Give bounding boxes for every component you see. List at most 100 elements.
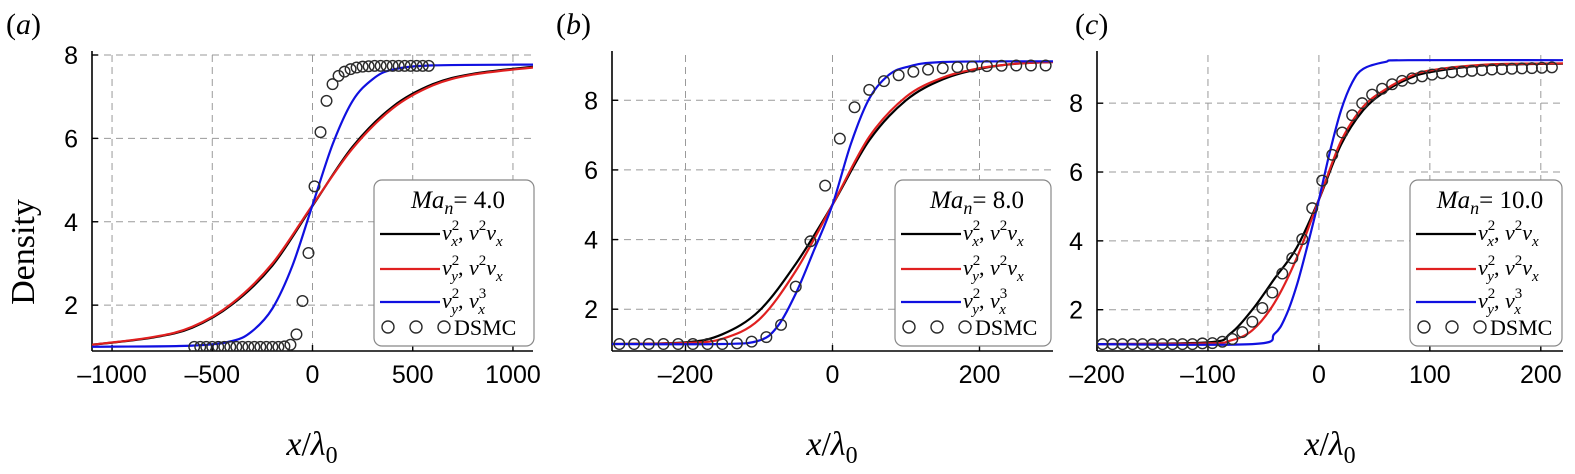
dsmc-point	[980, 60, 993, 73]
x-axis-label: x/λ0	[805, 426, 857, 469]
legend-entry-dsmc: DSMC	[975, 315, 1037, 340]
dsmc-point	[1366, 88, 1379, 101]
panel-label: (a)	[6, 8, 41, 41]
dsmc-point	[290, 328, 303, 341]
dsmc-point	[302, 247, 315, 260]
dsmc-point	[922, 63, 935, 76]
dsmc-point	[628, 338, 641, 351]
dsmc-point	[314, 126, 327, 139]
dsmc-point	[995, 59, 1008, 72]
legend-title: Man= 8.0	[929, 187, 1024, 218]
dsmc-point	[362, 60, 375, 73]
dsmc-point	[344, 63, 357, 76]
dsmc-point	[1296, 233, 1309, 246]
x-tick-label: –200	[658, 361, 714, 389]
dsmc-point	[804, 235, 817, 248]
dsmc-point	[966, 60, 979, 73]
legend-box	[373, 179, 535, 347]
legend-entry: v2 y, v3 x	[442, 286, 486, 318]
legend-dsmc-marker	[381, 320, 395, 334]
dsmc-point	[326, 78, 339, 91]
legend-dsmc-marker	[1445, 320, 1459, 334]
panel-c: (c) –200 –100 0 100 200 2 4 6 8 x/λ0 Man= 10.0v2 x, …	[1069, 8, 1563, 469]
x-tick-label: 200	[959, 361, 1001, 389]
dsmc-point	[1276, 267, 1289, 280]
series-line-red	[612, 60, 1053, 346]
dsmc-point	[1356, 97, 1369, 110]
dsmc-markers	[1097, 61, 1558, 351]
legend-entry: v2 y, v3 x	[1478, 286, 1522, 318]
dsmc-point	[1346, 109, 1359, 122]
legend-dsmc-marker	[1417, 320, 1431, 334]
series-line-blue	[612, 60, 1053, 346]
dsmc-point	[284, 338, 297, 351]
dsmc-point	[248, 340, 261, 351]
dsmc-point	[848, 101, 861, 114]
dsmc-point	[308, 180, 321, 193]
dsmc-point	[368, 59, 381, 72]
legend-box	[894, 179, 1052, 347]
y-tick-label: 4	[584, 227, 598, 255]
dsmc-point	[936, 62, 949, 75]
x-tick-label: 0	[306, 361, 320, 389]
x-tick-label: 100	[1409, 361, 1451, 389]
y-tick-label: 2	[584, 296, 598, 324]
legend-dsmc-marker	[902, 320, 916, 334]
dsmc-point	[410, 59, 423, 72]
dsmc-point	[1316, 174, 1329, 187]
dsmc-point	[833, 132, 846, 145]
dsmc-point	[374, 59, 387, 72]
dsmc-point	[1336, 126, 1349, 139]
x-tick-label: –200	[1069, 361, 1125, 389]
dsmc-point	[236, 340, 249, 351]
dsmc-point	[242, 340, 255, 351]
dsmc-point	[613, 338, 626, 351]
dsmc-point	[951, 61, 964, 74]
y-tick-label: 4	[1069, 228, 1083, 256]
legend-box	[1409, 179, 1563, 347]
dsmc-markers	[188, 59, 435, 351]
x-axis-label: x/λ0	[285, 426, 337, 469]
y-tick-label: 8	[1069, 90, 1083, 118]
dsmc-point	[380, 59, 393, 72]
dsmc-markers	[613, 59, 1052, 351]
dsmc-point	[218, 340, 231, 351]
legend-entry: v2 y, v2vx	[963, 253, 1024, 285]
legend-swatch-dsmc	[1417, 320, 1487, 334]
dsmc-point	[278, 340, 291, 351]
plot-area	[1097, 58, 1563, 351]
dsmc-point	[657, 338, 670, 351]
dsmc-point	[1376, 82, 1389, 95]
dsmc-point	[1256, 301, 1269, 314]
y-axis-label: Density	[5, 199, 42, 305]
dsmc-point	[392, 59, 405, 72]
plot-area	[612, 59, 1053, 351]
dsmc-point	[1236, 326, 1249, 339]
dsmc-point	[760, 331, 773, 344]
legend-dsmc-marker	[1473, 320, 1487, 334]
dsmc-point	[686, 338, 699, 351]
legend-entry: v2 y, v2vx	[1478, 253, 1539, 285]
dsmc-point	[404, 59, 417, 72]
dsmc-point	[1306, 202, 1319, 215]
legend-entry: v2 x, v2vx	[963, 218, 1024, 250]
y-tick-label: 4	[64, 209, 78, 237]
dsmc-point	[863, 83, 876, 96]
plot-area	[92, 59, 533, 351]
dsmc-point	[716, 338, 729, 351]
x-tick-label: 500	[392, 361, 434, 389]
dsmc-point	[356, 60, 369, 73]
x-tick-label: –1000	[77, 361, 147, 389]
dsmc-point	[907, 65, 920, 78]
legend-dsmc-marker	[409, 320, 423, 334]
dsmc-point	[212, 340, 225, 351]
dsmc-point	[332, 69, 345, 82]
dsmc-point	[775, 318, 788, 331]
legend-title: Man= 4.0	[410, 187, 505, 218]
x-tick-label: 0	[1312, 361, 1326, 389]
dsmc-point	[338, 65, 351, 78]
y-tick-label: 6	[584, 157, 598, 185]
dsmc-point	[272, 340, 285, 351]
x-tick-label: 200	[1520, 361, 1562, 389]
